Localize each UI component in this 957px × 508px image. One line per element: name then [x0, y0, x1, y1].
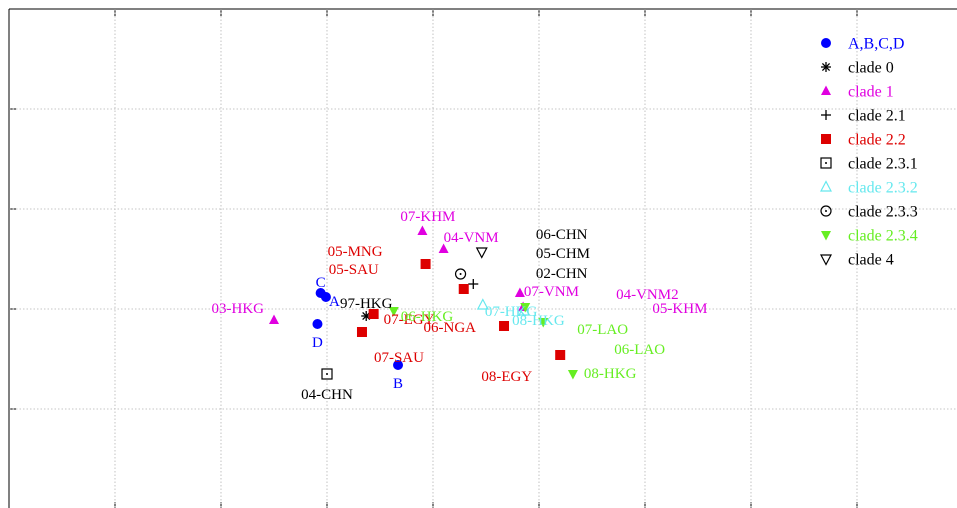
point-clade-2-3-4: [538, 318, 549, 328]
point-label: 08-HKG: [512, 313, 565, 329]
point-a-b-c-d: [315, 288, 326, 298]
point-clade-2-3-4: [520, 303, 531, 313]
legend-entry-label: clade 2.3.3: [848, 204, 918, 221]
legend-entry-label: clade 2.3.2: [848, 180, 918, 197]
point-label: 07-KHM: [400, 209, 455, 225]
point-label: D: [312, 335, 323, 351]
legend-marker: [820, 180, 832, 192]
legend-entry-label: A,B,C,D: [848, 36, 904, 53]
legend-entry-label: clade 2.3.4: [848, 228, 918, 245]
point-label: A: [329, 294, 340, 310]
legend-entry-label: clade 2.3.1: [848, 156, 918, 173]
point-clade-2-3-3: [454, 268, 467, 280]
point-clade-4: [475, 247, 488, 259]
point-label: 97-HKG: [340, 296, 393, 312]
annotation-label: 06-LAO: [614, 342, 665, 358]
point-label: 07-VNM: [524, 284, 579, 300]
point-label: 04-VNM: [444, 230, 499, 246]
point-label: 03-HKG: [212, 301, 265, 317]
point-clade-2-2: [368, 309, 379, 319]
point-label: 05-SAU: [329, 262, 379, 278]
point-label: 06-NGA: [424, 320, 477, 336]
plot-axes: [8, 8, 957, 508]
data-labels: A B C D 97-HKG 03-HKG 07-KHM 04-VNM 07-VNM 04-VNM…: [212, 209, 708, 403]
legend-entry-label: clade 0: [848, 60, 894, 77]
annotation-label: 05-CHM: [536, 246, 590, 262]
point-a-b-c-d: [312, 319, 323, 329]
annotation-label: 02-CHN: [536, 266, 588, 282]
point-clade-2-2: [458, 284, 469, 294]
point-clade-2-3-4: [567, 370, 578, 380]
point-label: 07-EGY: [384, 312, 435, 328]
point-label: 08-HKG: [584, 366, 637, 382]
point-clade-2-3-1: [321, 368, 333, 380]
point-label: 04-VNM2: [616, 287, 679, 303]
legend-entry-label: clade 1: [848, 84, 894, 101]
point-clade-2-3-2: [518, 304, 531, 316]
point-clade-2-2: [356, 327, 367, 337]
point-clade-2-1: [468, 279, 479, 289]
legend-marker: [821, 62, 831, 72]
point-clade-1: [438, 243, 449, 253]
point-label: 06-HKG: [401, 309, 454, 325]
point-clade-2-2: [499, 321, 510, 331]
data-points: [269, 225, 578, 380]
legend-marker: [821, 38, 831, 48]
legend-entry-label: clade 2.1: [848, 108, 906, 125]
annotation-label: 06-CHN: [536, 227, 588, 243]
point-label: C: [316, 275, 326, 291]
point-label: 05-MNG: [328, 244, 383, 260]
point-clade-1: [417, 225, 428, 235]
point-clade-2-2: [420, 259, 431, 269]
legend-entry-label: clade 4: [848, 252, 894, 269]
legend-marker: [820, 205, 832, 217]
legend-marker: [820, 254, 832, 266]
legend-marker: [821, 110, 831, 120]
point-clade-1: [514, 287, 525, 297]
legend-marker: [821, 134, 831, 144]
point-clade-1: [269, 314, 279, 324]
point-label: 07-SAU: [374, 350, 424, 366]
point-clade-2-2: [555, 350, 566, 360]
point-clade-2-3-2: [476, 298, 489, 310]
annotation-label: 05-KHM: [652, 301, 707, 317]
point-label: 07-HKG: [485, 304, 538, 320]
point-label: B: [393, 376, 403, 392]
point-label: 04-CHN: [301, 387, 353, 403]
point-a-b-c-d: [393, 360, 404, 370]
legend: A,B,C,D clade 0 clade 1 clade 2.1 clade 2.2 c…: [820, 36, 918, 269]
grid-lines: [9, 9, 957, 508]
point-label: 08-EGY: [481, 369, 532, 385]
point-label: 07-LAO: [577, 322, 628, 338]
legend-marker: [820, 157, 832, 169]
legend-entry-label: clade 2.2: [848, 132, 906, 149]
legend-marker: [821, 85, 831, 95]
legend-marker: [821, 231, 831, 241]
point-clade-2-3-4: [388, 307, 399, 317]
